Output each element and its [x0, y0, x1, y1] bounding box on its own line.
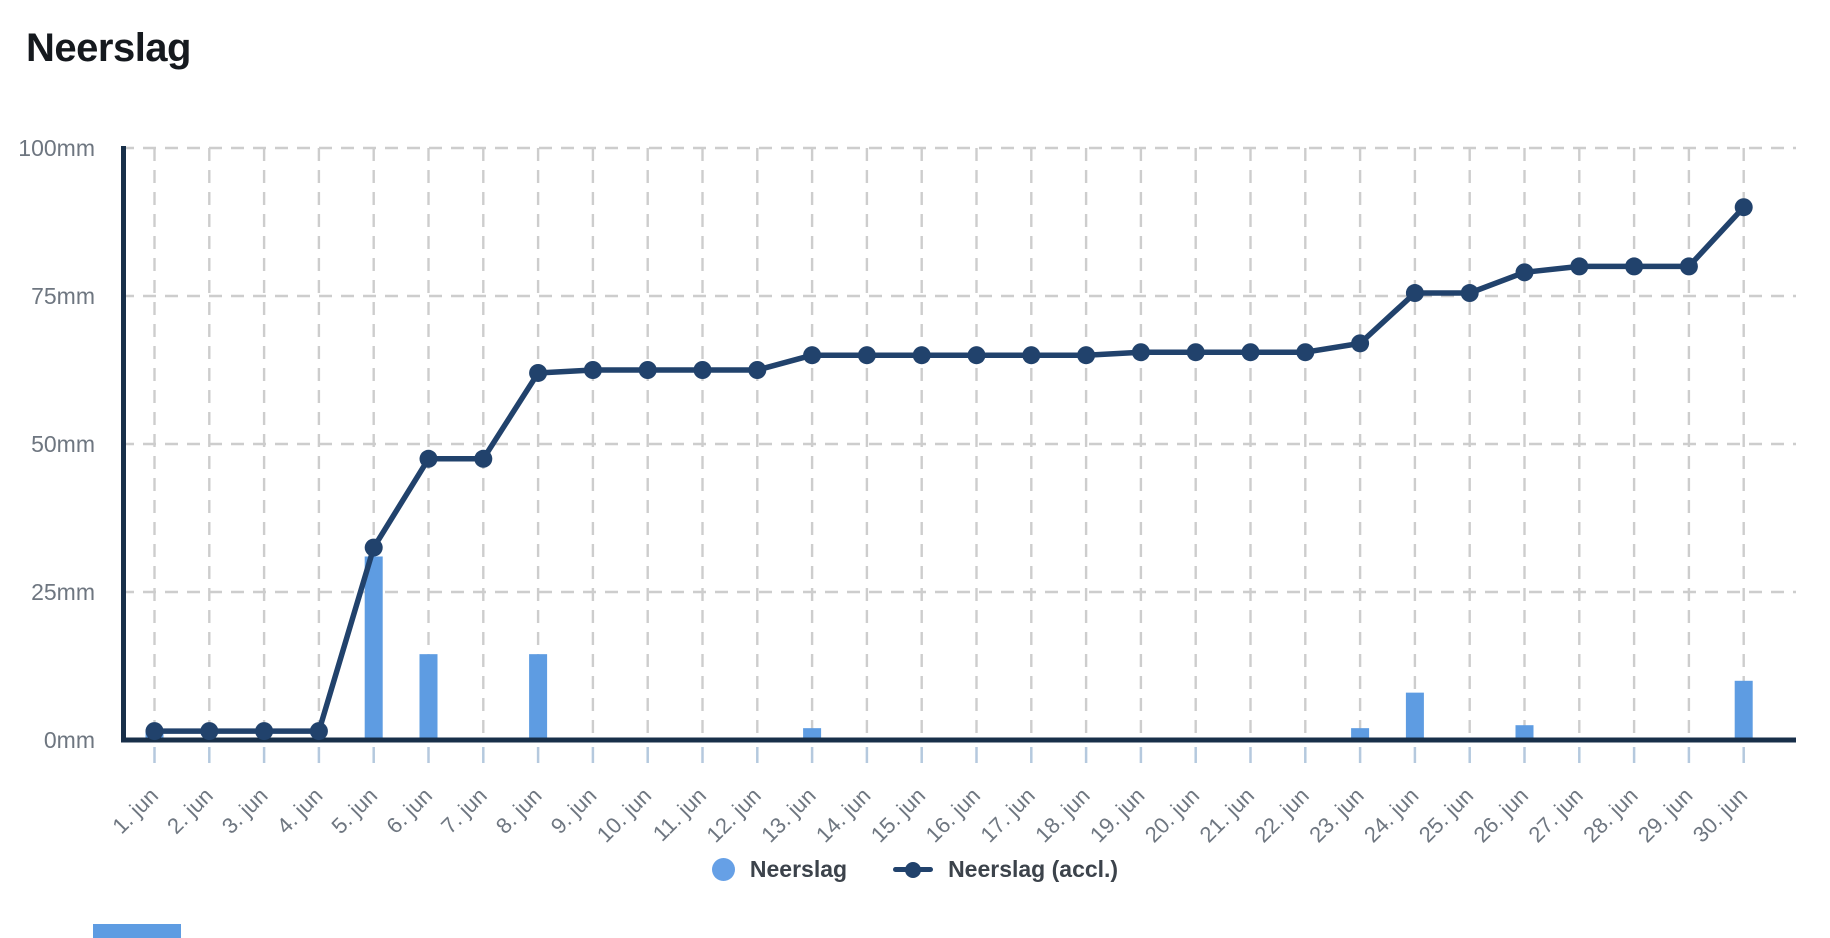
- bar-series-marker-icon: [711, 858, 735, 881]
- svg-text:29. jun: 29. jun: [1633, 783, 1697, 847]
- chart-legend: Neerslag Neerslag (accl.): [0, 856, 1830, 883]
- svg-text:4. jun: 4. jun: [272, 783, 328, 839]
- point-10. jun: [638, 361, 657, 379]
- svg-text:10. jun: 10. jun: [592, 783, 656, 847]
- svg-text:2. jun: 2. jun: [162, 783, 218, 839]
- point-6. jun: [419, 449, 438, 468]
- svg-text:16. jun: 16. jun: [921, 783, 985, 847]
- chart-title: Neerslag: [26, 26, 191, 70]
- point-1. jun: [145, 722, 164, 741]
- y-axis-labels: 100mm 75mm 50mm 25mm 0mm: [18, 135, 95, 753]
- point-25. jun: [1460, 284, 1479, 303]
- x-axis-labels: 1. jun 2. jun 3. jun 4. jun 5. jun 6. jun 7. j…: [107, 783, 1752, 847]
- bar-5. jun: [364, 556, 383, 740]
- point-8. jun: [529, 363, 548, 382]
- svg-text:30. jun: 30. jun: [1688, 783, 1752, 847]
- x-gridlines: [153, 148, 1745, 738]
- bar-30. jun: [1734, 680, 1753, 740]
- svg-text:19. jun: 19. jun: [1085, 783, 1149, 847]
- svg-text:7. jun: 7. jun: [436, 783, 492, 839]
- point-16. jun: [967, 346, 986, 365]
- point-22. jun: [1296, 343, 1315, 362]
- svg-text:22. jun: 22. jun: [1249, 783, 1313, 847]
- point-18. jun: [1077, 346, 1096, 365]
- line-series-marker-icon: [893, 861, 934, 878]
- svg-text:21. jun: 21. jun: [1195, 783, 1259, 847]
- point-29. jun: [1679, 257, 1698, 276]
- svg-text:6. jun: 6. jun: [381, 783, 437, 839]
- bar-8. jun: [529, 654, 548, 740]
- svg-text:14. jun: 14. jun: [811, 783, 875, 847]
- svg-text:20. jun: 20. jun: [1140, 783, 1204, 847]
- point-12. jun: [748, 361, 767, 379]
- point-24. jun: [1405, 284, 1424, 303]
- bar-24. jun: [1405, 692, 1424, 740]
- svg-text:3. jun: 3. jun: [217, 783, 273, 839]
- svg-text:23. jun: 23. jun: [1304, 783, 1368, 847]
- svg-text:12. jun: 12. jun: [701, 783, 765, 847]
- legend-item-neerslag-accl[interactable]: Neerslag (accl.): [893, 856, 1118, 883]
- bar-13. jun: [803, 728, 822, 740]
- svg-text:18. jun: 18. jun: [1030, 783, 1094, 847]
- point-20. jun: [1186, 343, 1205, 362]
- point-5. jun: [364, 538, 383, 557]
- legend-label: Neerslag: [749, 856, 848, 882]
- point-2. jun: [200, 722, 219, 741]
- point-4. jun: [309, 722, 328, 741]
- point-21. jun: [1241, 343, 1260, 362]
- svg-text:28. jun: 28. jun: [1578, 783, 1642, 847]
- svg-text:100mm: 100mm: [18, 135, 95, 161]
- point-26. jun: [1515, 263, 1534, 282]
- point-7. jun: [474, 449, 493, 468]
- x-axis-ticks: [153, 747, 1745, 763]
- legend-item-neerslag[interactable]: Neerslag: [711, 856, 848, 883]
- bar-23. jun: [1351, 728, 1370, 740]
- bars-neerslag[interactable]: [145, 556, 1753, 740]
- point-3. jun: [255, 722, 274, 741]
- point-30. jun: [1734, 198, 1753, 217]
- svg-text:13. jun: 13. jun: [756, 783, 820, 847]
- point-19. jun: [1131, 343, 1150, 362]
- svg-text:50mm: 50mm: [31, 431, 95, 457]
- bar-6. jun: [419, 654, 438, 740]
- svg-text:1. jun: 1. jun: [107, 783, 163, 839]
- point-15. jun: [912, 346, 931, 365]
- accumulation-line[interactable]: [151, 204, 1747, 734]
- axes: [121, 146, 1796, 743]
- point-13. jun: [803, 346, 822, 365]
- svg-text:27. jun: 27. jun: [1523, 783, 1587, 847]
- svg-text:15. jun: 15. jun: [866, 783, 930, 847]
- svg-text:0mm: 0mm: [44, 727, 95, 753]
- y-gridlines: [121, 146, 1796, 594]
- svg-text:25. jun: 25. jun: [1414, 783, 1478, 847]
- legend-label: Neerslag (accl.): [948, 856, 1119, 882]
- clipped-bar-fragment: [93, 924, 181, 938]
- svg-text:24. jun: 24. jun: [1359, 783, 1423, 847]
- svg-text:75mm: 75mm: [31, 283, 95, 309]
- svg-text:26. jun: 26. jun: [1469, 783, 1533, 847]
- point-14. jun: [857, 346, 876, 365]
- point-23. jun: [1351, 334, 1370, 353]
- svg-text:5. jun: 5. jun: [326, 783, 382, 839]
- bar-26. jun: [1515, 725, 1534, 740]
- svg-text:17. jun: 17. jun: [975, 783, 1039, 847]
- point-11. jun: [693, 361, 712, 379]
- point-17. jun: [1022, 346, 1041, 365]
- svg-text:8. jun: 8. jun: [491, 783, 547, 839]
- svg-text:11. jun: 11. jun: [648, 783, 711, 846]
- data-points[interactable]: [145, 198, 1753, 741]
- svg-text:25mm: 25mm: [31, 579, 95, 605]
- point-27. jun: [1570, 257, 1589, 276]
- point-28. jun: [1625, 257, 1644, 276]
- point-9. jun: [583, 361, 602, 379]
